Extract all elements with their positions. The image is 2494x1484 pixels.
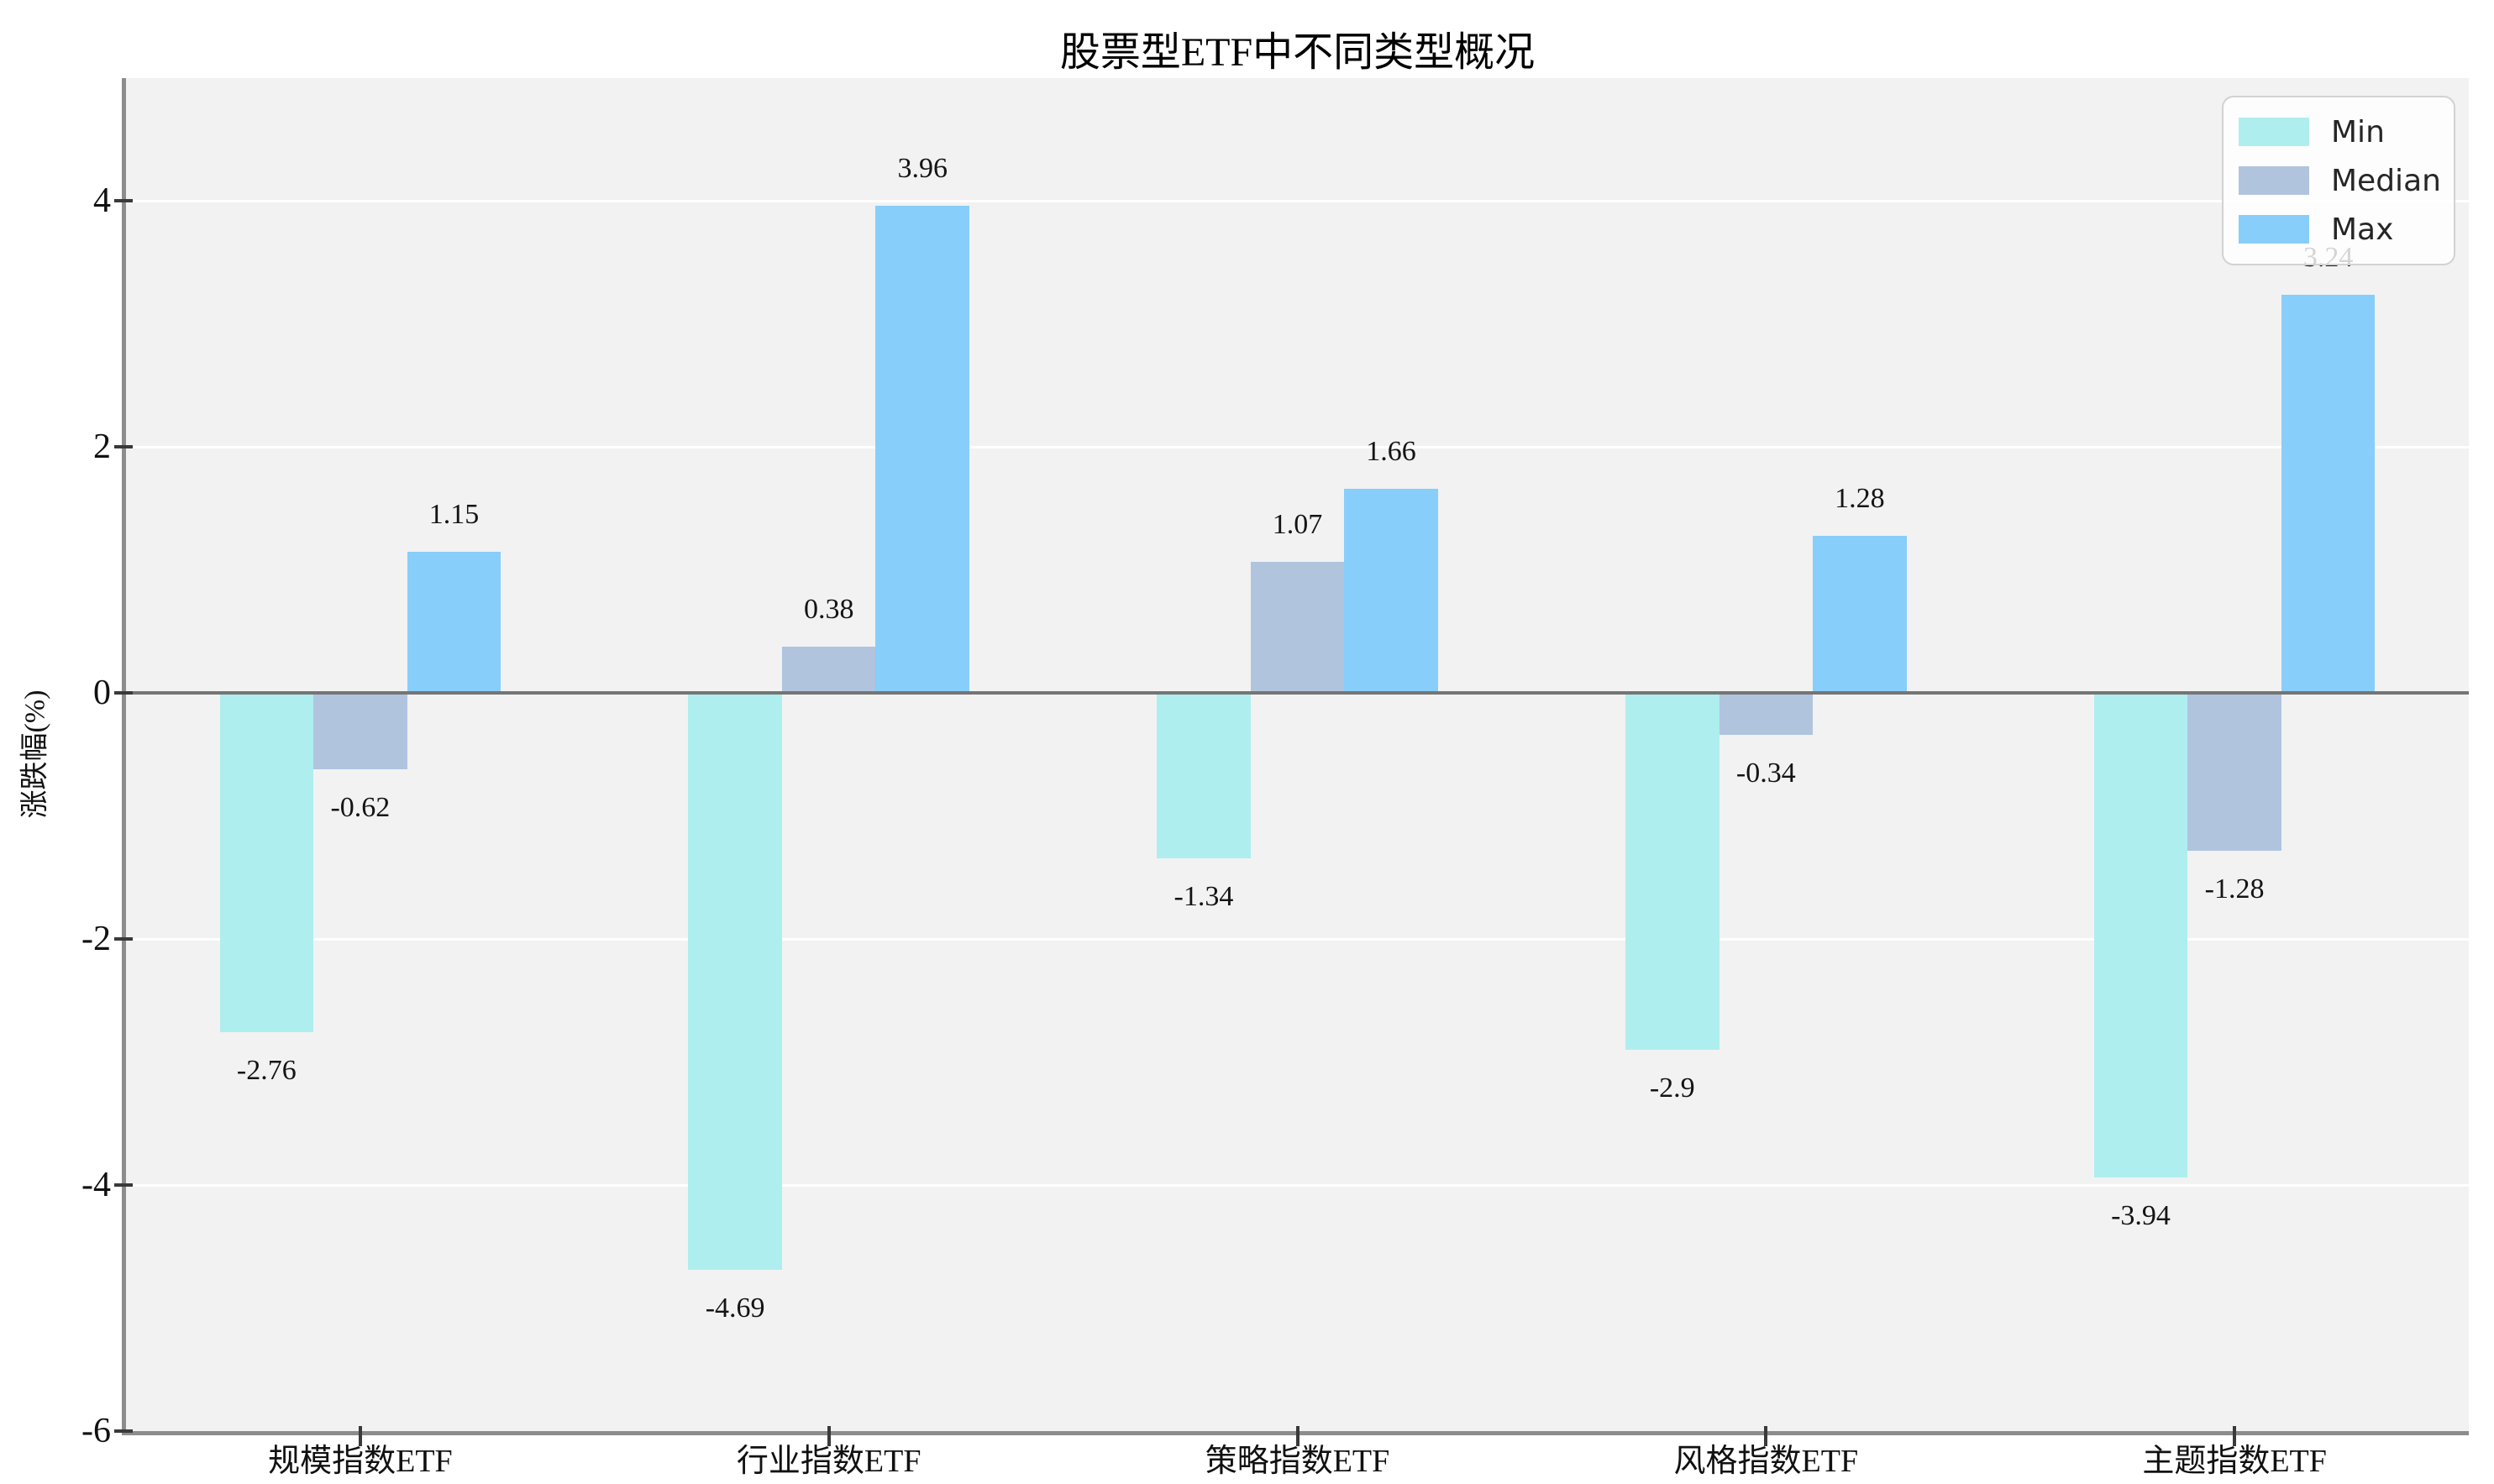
grid-line-y4	[126, 199, 2469, 202]
value-label-median-4: -1.28	[2204, 873, 2265, 905]
grid-line-y2	[126, 445, 2469, 448]
bar-max-0	[407, 551, 501, 694]
value-label-max-1: 3.96	[897, 153, 948, 185]
chart-title: 股票型ETF中不同类型概况	[1059, 30, 1536, 75]
value-label-median-3: -0.34	[1735, 758, 1796, 789]
y-tick-mark	[114, 937, 133, 941]
y-tick-label: 2	[93, 427, 111, 467]
y-tick-label: -6	[81, 1412, 111, 1450]
value-label-min-4: -3.94	[2111, 1200, 2171, 1232]
y-tick-label: -2	[81, 920, 111, 959]
value-label-max-0: 1.15	[428, 498, 480, 530]
bar-max-4	[2281, 294, 2376, 694]
bottom-axis-spine	[122, 1431, 2469, 1435]
value-label-median-0: -0.62	[330, 792, 391, 824]
x-tick-mark	[1295, 1426, 1300, 1446]
zero-line	[126, 691, 2469, 695]
bar-median-0	[313, 693, 407, 770]
value-label-min-2: -1.34	[1173, 880, 1234, 912]
y-tick-mark	[114, 1429, 133, 1433]
value-label-min-1: -4.69	[705, 1293, 765, 1324]
bar-median-2	[1250, 561, 1345, 694]
bar-median-1	[781, 646, 876, 694]
legend-entry-min: Min	[2239, 115, 2439, 149]
legend-swatch-max-icon	[2239, 215, 2309, 244]
x-tick-label: 行业指数ETF	[736, 1444, 921, 1479]
value-label-min-3: -2.9	[1649, 1072, 1695, 1104]
bar-min-4	[2093, 693, 2188, 1178]
x-tick-label: 主题指数ETF	[2142, 1444, 2327, 1479]
y-tick-label: 0	[93, 674, 111, 713]
y-tick-mark	[114, 1183, 133, 1188]
left-axis-spine	[122, 78, 126, 1435]
y-tick-mark	[114, 691, 133, 695]
legend-entry-max: Max	[2239, 212, 2439, 247]
grid-line-y-2	[126, 937, 2469, 941]
y-tick-mark	[114, 445, 133, 449]
legend-entry-median: Median	[2239, 163, 2441, 198]
legend-label-median: Median	[2331, 163, 2441, 198]
x-tick-mark	[358, 1426, 362, 1446]
legend: Min Median Max	[2222, 96, 2455, 265]
value-label-median-1: 0.38	[803, 593, 854, 625]
x-tick-label: 策略指数ETF	[1205, 1444, 1390, 1479]
x-tick-mark	[827, 1426, 831, 1446]
grid-line-y-4	[126, 1183, 2469, 1187]
bar-max-3	[1813, 535, 1907, 694]
plot-area	[126, 78, 2469, 1431]
y-tick-mark	[114, 199, 133, 203]
x-tick-mark	[1764, 1426, 1768, 1446]
value-label-min-0: -2.76	[236, 1055, 297, 1087]
bar-median-3	[1719, 693, 1814, 736]
x-tick-label: 风格指数ETF	[1673, 1444, 1859, 1479]
legend-swatch-median-icon	[2239, 166, 2309, 195]
legend-label-max: Max	[2331, 212, 2394, 247]
bar-min-0	[219, 693, 314, 1033]
legend-swatch-min-icon	[2239, 118, 2309, 146]
value-label-median-2: 1.07	[1272, 508, 1323, 540]
bar-min-2	[1157, 693, 1251, 858]
y-tick-label: -4	[81, 1166, 111, 1205]
bar-max-2	[1344, 489, 1438, 694]
y-tick-label: 4	[93, 181, 111, 221]
bar-median-4	[2187, 693, 2281, 851]
bar-min-1	[688, 693, 782, 1271]
x-tick-mark	[2233, 1426, 2237, 1446]
value-label-max-3: 1.28	[1835, 482, 1885, 514]
bar-max-1	[875, 206, 970, 694]
value-label-max-2: 1.66	[1366, 436, 1416, 468]
legend-label-min: Min	[2331, 114, 2385, 149]
bar-min-3	[1625, 693, 1720, 1050]
x-tick-label: 规模指数ETF	[268, 1444, 453, 1479]
